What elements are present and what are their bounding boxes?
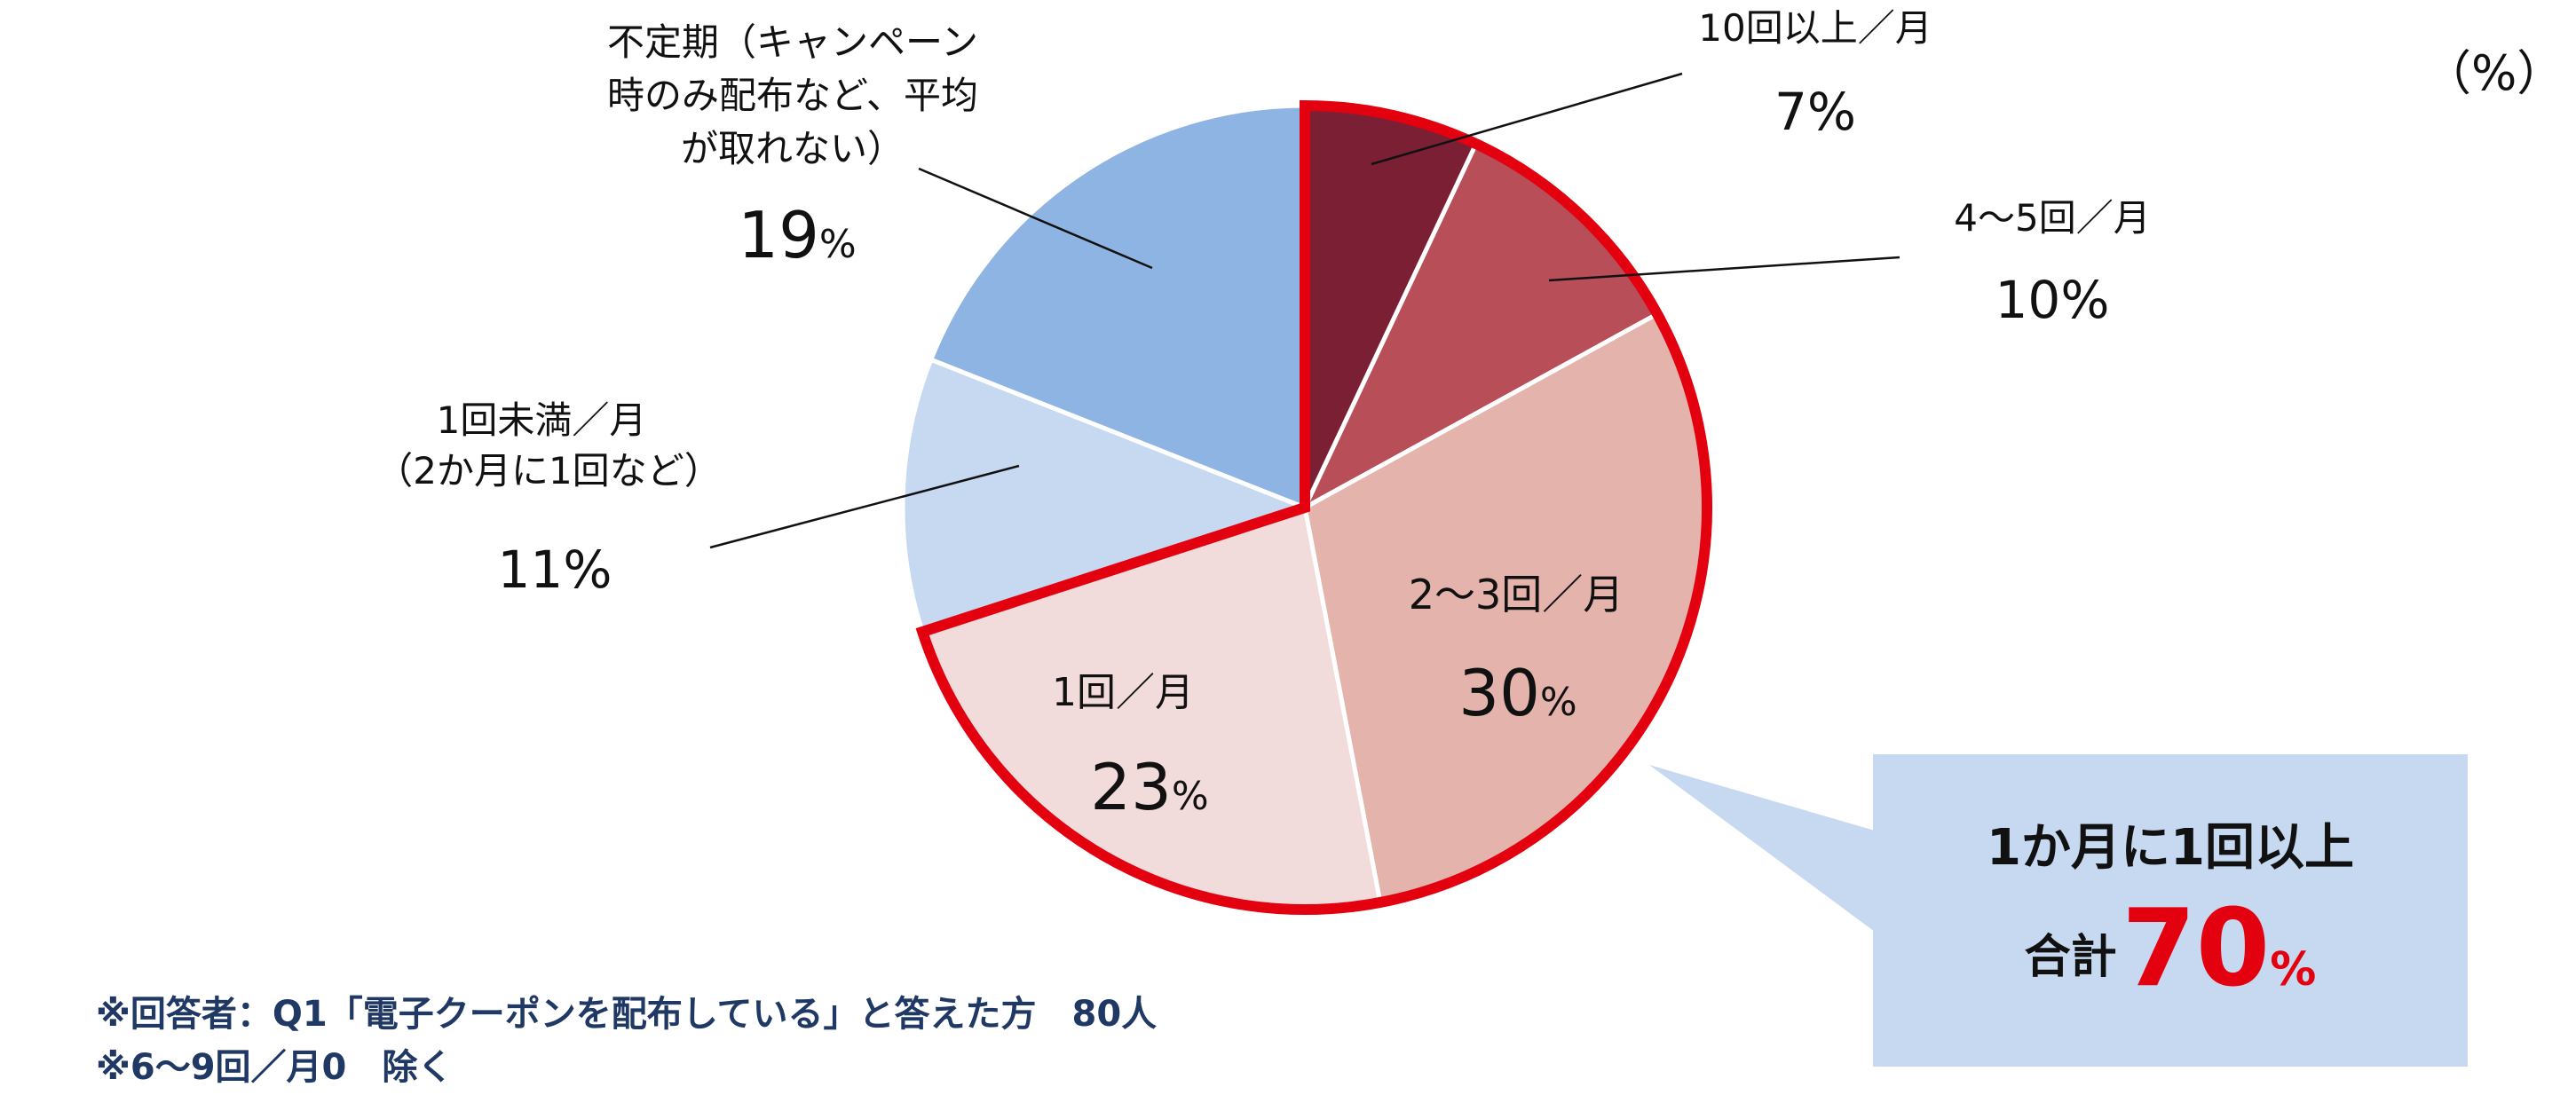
pie-slice: [928, 103, 1308, 511]
label-irregular-line3: が取れない）: [681, 127, 905, 170]
label-1: 1回／月: [1052, 670, 1194, 715]
footnote-exclusion: ※6～9回／月0 除く: [96, 1047, 454, 1088]
label-irregular-line1: 不定期（キャンペーン: [607, 20, 978, 64]
summary-callout: 1か月に1回以上 合計 70%: [1873, 754, 2468, 1067]
label-4to5: 4～5回／月: [1954, 196, 2150, 240]
pct-1: 23%: [1090, 750, 1208, 824]
pct-irregular: 19%: [738, 198, 856, 272]
callout-pointer: [1649, 765, 1875, 932]
highlight-outline: [915, 99, 1712, 915]
pie-slice: [900, 356, 1312, 635]
callout-total-label: 合計: [2024, 931, 2117, 984]
callout-total: 合計 70%: [1873, 887, 2468, 1011]
pct-4to5: 10%: [1995, 270, 2110, 330]
label-2to3: 2～3回／月: [1409, 571, 1624, 618]
label-under1-line2: （2か月に1回など）: [375, 449, 721, 492]
footnote-respondents: ※回答者：Q1「電子クーポンを配布している」と答えた方 80人: [96, 994, 1158, 1035]
callout-heading: 1か月に1回以上: [1987, 819, 2354, 877]
unit-label: （%）: [2423, 45, 2565, 101]
pct-10plus: 7%: [1774, 82, 1856, 142]
leader-line-irregular: [918, 167, 1153, 270]
label-irregular-line2: 時のみ配布など、平均: [607, 74, 978, 117]
pct-2to3: 30%: [1458, 656, 1576, 730]
label-under1-line1: 1回未満／月: [437, 398, 647, 442]
callout-total-unit: %: [2270, 943, 2317, 997]
callout-total-value: 70: [2122, 887, 2271, 1011]
label-10plus: 10回以上／月: [1698, 6, 1932, 50]
leader-line-under1: [709, 464, 1020, 549]
pct-under1: 11%: [498, 540, 612, 600]
leader-line-4to5: [1548, 256, 1900, 282]
leader-line-10plus: [1371, 72, 1683, 166]
